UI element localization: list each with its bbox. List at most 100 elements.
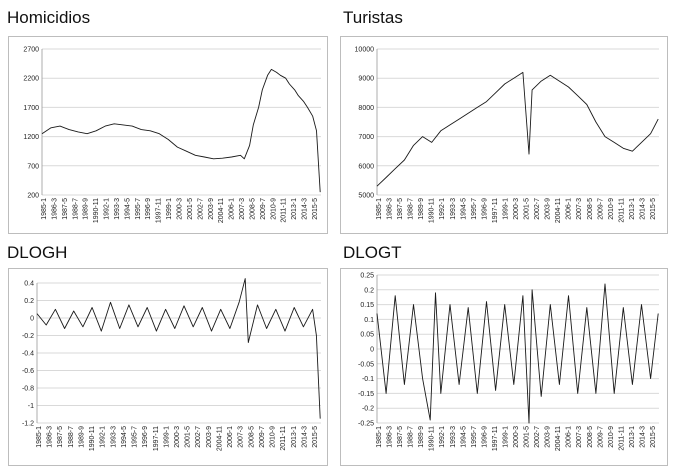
x-tick-label: 2013-1 bbox=[291, 426, 298, 448]
y-tick-label: 0.2 bbox=[364, 287, 374, 294]
y-tick-label: 8000 bbox=[358, 105, 374, 112]
y-tick-label: 10000 bbox=[355, 47, 375, 54]
y-tick-label: 7000 bbox=[358, 134, 374, 141]
y-tick-label: -0.2 bbox=[22, 333, 34, 340]
x-tick-label: 1992-1 bbox=[104, 198, 111, 220]
x-tick-label: 2000-3 bbox=[177, 198, 184, 220]
y-tick-label: 6000 bbox=[358, 163, 374, 170]
x-tick-label: 1988-7 bbox=[408, 198, 415, 220]
x-tick-label: 2003-9 bbox=[545, 426, 552, 448]
chart-title-turistas: Turistas bbox=[343, 8, 403, 27]
x-tick-label: 2011-11 bbox=[618, 426, 625, 451]
x-tick-label: 1995-7 bbox=[471, 426, 478, 448]
x-tick-label: 1995-7 bbox=[132, 426, 139, 448]
x-tick-label: 2006-1 bbox=[566, 198, 573, 220]
x-tick-label: 2004-11 bbox=[555, 426, 562, 451]
y-tick-label: 200 bbox=[27, 193, 39, 200]
x-tick-label: 2008-5 bbox=[248, 426, 255, 448]
x-tick-label: 1990-11 bbox=[429, 198, 436, 223]
x-tick-label: 1986-3 bbox=[47, 426, 54, 448]
x-tick-label: 2010-9 bbox=[608, 198, 615, 220]
series-line-turistas bbox=[376, 71, 659, 187]
x-tick-label: 2009-7 bbox=[597, 426, 604, 448]
x-tick-label: 2008-5 bbox=[587, 426, 594, 448]
x-tick-label: 2003-9 bbox=[208, 198, 215, 220]
x-tick-label: 1997-11 bbox=[492, 198, 499, 223]
x-tick-label: 2008-5 bbox=[249, 198, 256, 220]
x-tick-label: 2011-11 bbox=[281, 198, 288, 223]
x-tick-label: 2000-3 bbox=[513, 198, 520, 220]
y-tick-label: -1 bbox=[28, 403, 34, 410]
x-tick-label: 2009-7 bbox=[597, 198, 604, 220]
x-tick-label: 1987-5 bbox=[62, 198, 69, 220]
x-tick-label: 2014-3 bbox=[302, 198, 309, 220]
chart-panel-homicidios: 200 700 1200 1700 2200 2700 1985-1 1986-3 1987-5… bbox=[8, 36, 328, 234]
x-tick-label: 1988-7 bbox=[68, 426, 75, 448]
y-tick-label: -0.05 bbox=[358, 361, 374, 368]
x-tick-label: 1992-1 bbox=[439, 426, 446, 448]
x-tick-label: 1997-11 bbox=[153, 426, 160, 451]
x-tick-label: 1999-1 bbox=[163, 426, 170, 448]
x-tick-label: 2001-5 bbox=[187, 198, 194, 220]
y-tick-label: 0.05 bbox=[360, 332, 374, 339]
x-tick-label: 1992-1 bbox=[100, 426, 107, 448]
x-tick-label: 1996-9 bbox=[145, 198, 152, 220]
x-tick-label: 1986-3 bbox=[51, 198, 58, 220]
x-tick-label: 1997-11 bbox=[492, 426, 499, 451]
x-tick-label: 2000-3 bbox=[513, 426, 520, 448]
x-tick-label: 2010-9 bbox=[608, 426, 615, 448]
chart-title-homicidios: Homicidios bbox=[7, 8, 91, 27]
y-tick-label: -1.2 bbox=[22, 421, 34, 428]
y-tick-label: 0.15 bbox=[360, 302, 374, 309]
y-tick-label: -0.8 bbox=[22, 386, 34, 393]
y-tick-label: 9000 bbox=[358, 76, 374, 83]
x-tick-label: 2014-3 bbox=[639, 426, 646, 448]
x-tick-label: 2015-5 bbox=[312, 426, 319, 448]
chart-panel-dlogh: -1.2 -1 -0.8 -0.6 -0.4 -0.2 0 0.2 0.4 1985-1 1986-… bbox=[8, 268, 328, 466]
x-tick-label: 1985-1 bbox=[41, 198, 48, 220]
y-tick-label: 0.25 bbox=[360, 273, 374, 280]
series-line-homicidios bbox=[41, 68, 321, 193]
x-tick-label: 1994-5 bbox=[460, 198, 467, 220]
y-tick-label: 0 bbox=[30, 316, 34, 323]
x-tick-label: 1993-3 bbox=[114, 198, 121, 220]
y-tick-label: 0.2 bbox=[24, 298, 34, 305]
x-tick-label: 2015-5 bbox=[650, 426, 657, 448]
x-tick-label: 2007-3 bbox=[239, 198, 246, 220]
x-tick-label: 2007-3 bbox=[576, 198, 583, 220]
x-tick-label: 2015-5 bbox=[312, 198, 319, 220]
x-tick-label: 1996-9 bbox=[481, 426, 488, 448]
x-tick-label: 1996-9 bbox=[142, 426, 149, 448]
x-tick-label: 2014-3 bbox=[639, 198, 646, 220]
x-tick-label: 1989-9 bbox=[83, 198, 90, 220]
x-tick-label: 2013-1 bbox=[291, 198, 298, 220]
x-tick-label: 2002-7 bbox=[534, 198, 541, 220]
x-tick-label: 1994-5 bbox=[460, 426, 467, 448]
x-tick-label: 2007-3 bbox=[238, 426, 245, 448]
y-tick-label: -0.1 bbox=[362, 376, 374, 383]
x-tick-label: 2003-9 bbox=[206, 426, 213, 448]
x-tick-label: 2015-5 bbox=[650, 198, 657, 220]
x-tick-label: 2004-11 bbox=[216, 426, 223, 451]
y-tick-label: -0.15 bbox=[358, 391, 374, 398]
x-tick-label: 2010-9 bbox=[270, 198, 277, 220]
y-tick-label: -0.2 bbox=[362, 406, 374, 413]
y-tick-label: 5000 bbox=[358, 193, 374, 200]
x-tick-label: 1993-3 bbox=[110, 426, 117, 448]
y-tick-label: -0.6 bbox=[22, 368, 34, 375]
x-tick-label: 1989-9 bbox=[78, 426, 85, 448]
y-tick-label: 1200 bbox=[23, 134, 39, 141]
x-tick-label: 2006-1 bbox=[227, 426, 234, 448]
x-tick-label: 1990-11 bbox=[429, 426, 436, 451]
y-tick-label: 0.4 bbox=[24, 281, 34, 288]
x-tick-label: 2011-11 bbox=[280, 426, 287, 451]
x-tick-label: 1994-5 bbox=[124, 198, 131, 220]
chart-title-dlogt: DLOGT bbox=[343, 243, 402, 262]
x-tick-label: 1985-1 bbox=[376, 426, 383, 448]
chart-svg-homicidios: 200 700 1200 1700 2200 2700 1985-1 1986-3 1987-5… bbox=[23, 47, 321, 223]
x-tick-label: 2014-3 bbox=[301, 426, 308, 448]
x-tick-label: 1999-1 bbox=[502, 426, 509, 448]
x-tick-label: 1988-7 bbox=[72, 198, 79, 220]
x-tick-label: 1999-1 bbox=[166, 198, 173, 220]
